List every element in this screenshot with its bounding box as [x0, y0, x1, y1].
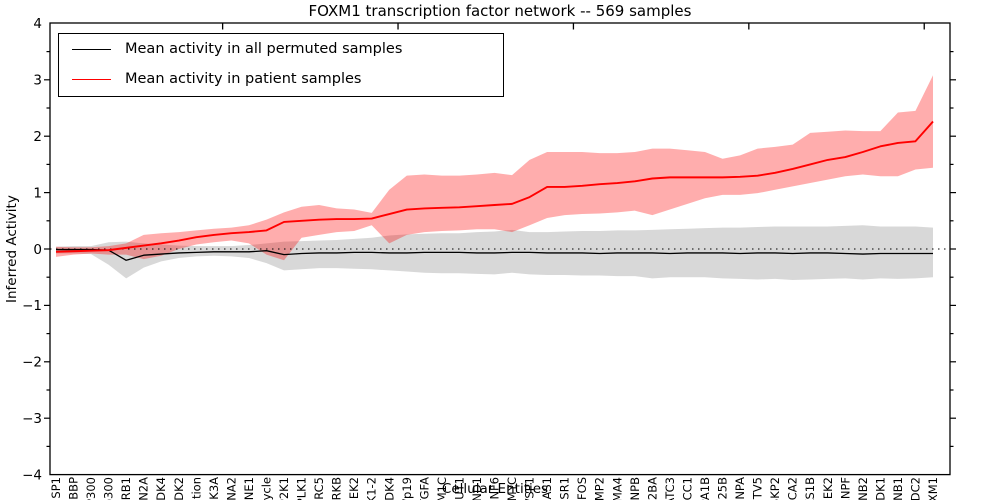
x-category-label: CCNB2 [856, 477, 870, 500]
x-category-label: ONECUT1 [452, 477, 466, 500]
x-category-label: XRCC1 [680, 477, 694, 500]
x-category-label: CKS1B [803, 477, 817, 500]
permuted-line-sample-icon [72, 48, 111, 50]
x-category-label: PLK1 [295, 477, 309, 500]
x-category-label: FOXM1B/Cbp/p300 [102, 477, 116, 500]
x-category-label: CREBBP [67, 477, 81, 500]
y-tick-label: 4 [33, 16, 42, 32]
x-category-label: HSPA1B [698, 477, 712, 500]
x-category-label: LAMA4 [610, 477, 624, 500]
x-category-label: GSK3A [207, 477, 221, 500]
x-category-label: BIRC5 [312, 477, 326, 500]
x-category-label: MYC [505, 477, 519, 500]
patient-mean-line [55, 120, 934, 253]
x-category-label: G2/M transition of mitotic cell cycle [259, 477, 273, 500]
x-category-label: GAS1 [540, 477, 554, 500]
x-category-label: SP1 [49, 477, 63, 499]
y-tick-label: −4 [22, 467, 42, 483]
x-category-label: CCNB1 [891, 477, 905, 500]
x-category-label: AURKB [330, 477, 344, 500]
x-category-label: FOXM1B/p19 [400, 477, 414, 500]
x-category-label: MMP2 [593, 477, 607, 500]
x-category-label: FOXM1B/HNF6 [488, 477, 502, 500]
x-category-label: CHEK2 [347, 477, 361, 500]
y-tick-label: 2 [33, 129, 42, 145]
x-category-label: Cyclin D1/CDK4 [382, 477, 396, 500]
x-category-label: SKP2 [768, 477, 782, 500]
y-tick-label: −2 [22, 355, 42, 371]
y-tick-label: 3 [33, 73, 42, 89]
x-category-label: NEK2 [821, 477, 835, 500]
x-category-label: ESR1 [558, 477, 572, 500]
x-category-label: FOXM1 [926, 477, 940, 500]
x-category-label: FOXM1C/SP1 [523, 477, 537, 500]
x-category-label: CDC2 [908, 477, 922, 500]
x-axis-label: Cellular Entities [441, 481, 549, 497]
x-category-label: CENPA [733, 477, 747, 500]
permuted-mean-line [56, 248, 933, 261]
patient-line-sample-icon [72, 78, 111, 80]
patient-confidence-band [56, 75, 933, 261]
x-category-label: RB1/FOXM1C [435, 477, 449, 500]
x-category-label: Cyclin A-E1/CDK1-2 [365, 477, 379, 500]
legend-entry-permuted: Mean activity in all permuted samples [59, 34, 503, 64]
x-category-label: RB1 [119, 477, 133, 500]
x-category-label: NFATC3 [663, 477, 677, 500]
chart-title: FOXM1 transcription factor network -- 56… [308, 2, 692, 20]
x-category-label: CCNE1 [242, 477, 256, 500]
x-category-label: response to radiation [189, 477, 203, 500]
y-axis-label: Inferred Activity [4, 195, 20, 303]
x-category-label: HIST1H2BA [645, 477, 659, 500]
y-tick-label: −3 [22, 411, 42, 427]
x-category-label: CENPB [628, 477, 642, 500]
x-category-label: CCNB1/CDK1 [873, 477, 887, 500]
legend: Mean activity in all permuted samples Me… [58, 33, 504, 97]
legend-entry-patient: Mean activity in patient samples [59, 64, 503, 94]
x-category-label: MAP2K1 [277, 477, 291, 500]
y-tick-label: −1 [22, 298, 42, 314]
x-category-label: TGFA [417, 477, 431, 500]
y-tick-label: 0 [33, 242, 42, 258]
x-category-label: ETV5 [751, 477, 765, 500]
legend-label-patient: Mean activity in patient samples [125, 71, 362, 87]
x-category-label: CCNA2 [224, 477, 238, 500]
x-category-label: FOS [575, 477, 589, 500]
x-category-label: CDC25B [716, 477, 730, 500]
x-category-label: EP300 [84, 477, 98, 500]
x-category-label: CDK4 [154, 477, 168, 500]
x-category-label: BRCA2 [786, 477, 800, 500]
x-category-label: CCND1 [470, 477, 484, 500]
y-tick-label: 1 [33, 185, 42, 201]
x-category-label: CENPF [838, 477, 852, 500]
x-category-label: CDK2 [172, 477, 186, 500]
legend-label-permuted: Mean activity in all permuted samples [125, 41, 403, 57]
x-category-label: CDKN2A [137, 477, 151, 500]
